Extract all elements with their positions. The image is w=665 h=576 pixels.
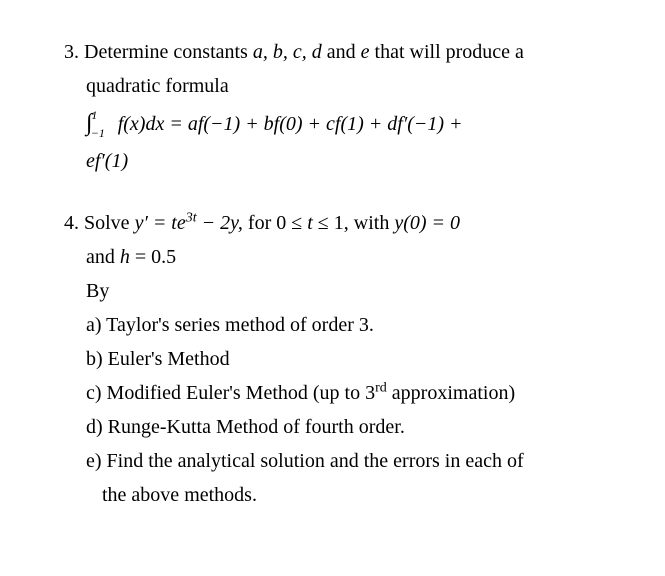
item-text: Taylor's series method of order 3. [102, 314, 374, 336]
problem-4-item-d: d) Runge-Kutta Method of fourth order. [30, 410, 635, 444]
formula-text: f(x)dx = af(−1) + bf(0) + cf(1) + df′(−1… [113, 113, 463, 135]
text: and [322, 41, 361, 63]
problem-4-line2: and h = 0.5 [30, 240, 635, 274]
eq-y0: y(0) = 0 [394, 212, 460, 234]
item-label: b) [86, 348, 103, 370]
eq-exponent: 3t [186, 210, 197, 225]
problem-3-line2: quadratic formula [30, 69, 635, 103]
eq-rhs: − 2y, [197, 212, 243, 234]
item-text: Modified Euler's Method (up to 3 [102, 382, 376, 404]
integral-upper: 1 [91, 108, 97, 122]
formula-text: ef′(1) [86, 150, 128, 172]
text: = 0.5 [130, 246, 176, 268]
var-h: h [120, 246, 130, 268]
problem-4-item-c: c) Modified Euler's Method (up to 3rd ap… [30, 376, 635, 410]
integral-lower: −1 [91, 126, 105, 140]
problem-3-formula-line2: ef′(1) [30, 144, 635, 178]
text: Determine constants [84, 41, 253, 63]
item-text: Runge-Kutta Method of fourth order. [103, 416, 405, 438]
item-label: e) [86, 450, 102, 472]
item-label: d) [86, 416, 103, 438]
problem-3-line1: 3. Determine constants a, b, c, d and e … [30, 35, 635, 69]
problem-number: 4. [64, 212, 79, 234]
text: quadratic formula [86, 75, 229, 97]
text: and [86, 246, 120, 268]
item-label: a) [86, 314, 102, 336]
problem-4-item-e: e) Find the analytical solution and the … [30, 444, 635, 478]
problem-4-line1: 4. Solve y′ = te3t − 2y, for 0 ≤ t ≤ 1, … [30, 206, 635, 240]
problem-4-item-a: a) Taylor's series method of order 3. [30, 308, 635, 342]
problem-3: 3. Determine constants a, b, c, d and e … [30, 35, 635, 178]
ordinal-sup: rd [375, 380, 387, 395]
problem-number: 3. [64, 41, 79, 63]
problem-4: 4. Solve y′ = te3t − 2y, for 0 ≤ t ≤ 1, … [30, 206, 635, 512]
item-label: c) [86, 382, 102, 404]
problem-4-item-e-cont: the above methods. [30, 478, 635, 512]
eq-lhs: y′ = te [135, 212, 186, 234]
text: By [86, 280, 109, 302]
text: that will produce a [370, 41, 524, 63]
variables: a, b, c, d [253, 41, 322, 63]
problem-4-item-b: b) Euler's Method [30, 342, 635, 376]
text: for 0 ≤ [243, 212, 307, 234]
problem-4-by: By [30, 274, 635, 308]
item-text: Euler's Method [103, 348, 230, 370]
problem-3-formula-line1: ∫1−1 f(x)dx = af(−1) + bf(0) + cf(1) + d… [30, 103, 635, 144]
item-text: the above methods. [102, 484, 257, 506]
item-text: approximation) [387, 382, 515, 404]
item-text: Find the analytical solution and the err… [102, 450, 524, 472]
text: Solve [84, 212, 135, 234]
text: ≤ 1, with [313, 212, 395, 234]
variable-e: e [361, 41, 370, 63]
